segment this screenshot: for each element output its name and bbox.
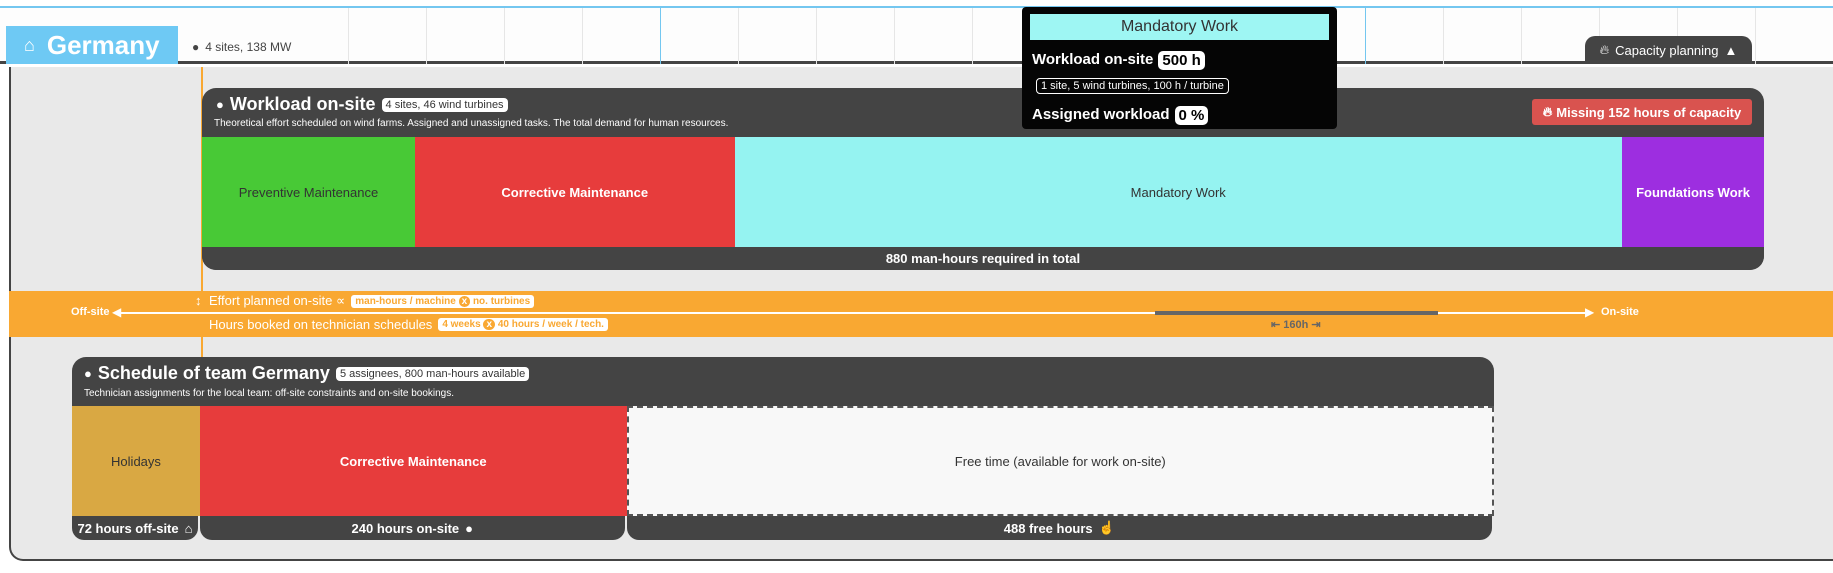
tooltip-assigned-value: 0 % [1174, 106, 1209, 125]
schedule-segment[interactable]: Holidays [72, 406, 200, 516]
tooltip-workload-label: Workload on-site [1032, 51, 1154, 68]
sites-summary: ● 4 sites, 138 MW [192, 40, 291, 54]
gap-bar [1155, 311, 1438, 315]
hours-formula: 4 weeks x 40 hours / week / tech. [438, 318, 608, 331]
workload-badge: 4 sites, 46 wind turbines [381, 97, 508, 112]
chevron-up-icon: ▲ [1724, 42, 1738, 58]
hours-label: Hours booked on technician schedules [209, 317, 433, 332]
top-accent-line [0, 6, 1833, 8]
schedule-title-text: Schedule of team Germany [97, 363, 330, 383]
missing-capacity-text: Missing 152 hours of capacity [1556, 104, 1742, 120]
workload-title: ● Workload on-site 4 sites, 46 wind turbin… [216, 94, 508, 115]
arrow-left-icon: ◀ [112, 305, 122, 319]
country-title[interactable]: ⌂ Germany [6, 26, 178, 64]
map-pin-icon: ● [465, 520, 474, 536]
map-pin-icon: ● [216, 97, 224, 112]
capacity-planning-tab[interactable]: 🔥︎ Capacity planning ▲ [1585, 36, 1752, 64]
footer-text: 488 free hours [1003, 520, 1093, 536]
map-pin-icon: ● [192, 40, 200, 54]
workload-total: 880 man-hours required in total [202, 247, 1764, 270]
schedule-segment[interactable]: Free time (available for work on-site) [626, 406, 1494, 516]
schedule-title: ● Schedule of team Germany 5 assignees, 80… [84, 363, 530, 384]
tooltip-detail: 1 site, 5 wind turbines, 100 h / turbine [1036, 78, 1229, 94]
fire-icon: 🔥︎ [1542, 104, 1553, 119]
onsite-label: On-site [1601, 306, 1639, 318]
schedule-segment-footer: 488 free hours ☝ [626, 516, 1492, 540]
offsite-label: Off-site [71, 306, 110, 318]
footer-text: 240 hours on-site [351, 520, 460, 536]
missing-capacity-alert[interactable]: 🔥︎ Missing 152 hours of capacity [1532, 99, 1752, 125]
schedule-subtitle: Technician assignments for the local tea… [84, 388, 455, 399]
schedule-panel: ● Schedule of team Germany 5 assignees, 80… [72, 357, 1494, 407]
sites-summary-text: 4 sites, 138 MW [205, 40, 292, 54]
home-icon: ⌂ [184, 520, 193, 536]
workload-segment[interactable]: Preventive Maintenance [202, 137, 415, 247]
footer-text: 72 hours off-site [77, 520, 179, 536]
workload-subtitle: Theoretical effort scheduled on wind far… [214, 118, 729, 129]
country-name: Germany [46, 29, 160, 60]
tooltip-assigned-label: Assigned workload [1032, 106, 1170, 123]
arrow-right-icon: ▶ [1585, 305, 1595, 319]
workload-segment[interactable]: Mandatory Work [734, 137, 1622, 247]
tooltip-title: Mandatory Work [1030, 14, 1329, 40]
effort-label: Effort planned on-site ∝ [209, 293, 346, 308]
workload-title-text: Workload on-site [229, 94, 376, 114]
effort-row: Effort planned on-site ∝ man-hours / mach… [209, 293, 535, 309]
gap-label: ⇤ 160h ⇥ [1271, 319, 1321, 331]
capacity-tab-label: Capacity planning [1615, 42, 1719, 58]
tooltip-workload-value: 500 h [1158, 51, 1205, 70]
user-icon: ● [84, 366, 92, 381]
tooltip: Mandatory Work Workload on-site 500 h 1 s… [1022, 7, 1337, 129]
header-bar [0, 8, 1833, 64]
workload-panel: ● Workload on-site 4 sites, 46 wind turbin… [202, 88, 1764, 270]
times-icon: x [458, 295, 471, 307]
schedule-segment-footer: 72 hours off-site ⌂ [72, 516, 198, 540]
hours-row: Hours booked on technician schedules 4 we… [209, 317, 608, 332]
fire-icon: 🔥︎ [1599, 42, 1610, 57]
workload-segment[interactable]: Foundations Work [1622, 137, 1764, 247]
schedule-badge: 5 assignees, 800 man-hours available [335, 366, 530, 381]
schedule-segment-footer: 240 hours on-site ● [199, 516, 625, 540]
workload-segment[interactable]: Corrective Maintenance [415, 137, 735, 247]
home-icon: ⌂ [24, 34, 35, 55]
up-down-arrow-icon: ↕ [195, 293, 202, 308]
schedule-segment[interactable]: Corrective Maintenance [199, 406, 627, 516]
effort-formula: man-hours / machine x no. turbines [351, 294, 535, 308]
pointer-hand-icon: ☝ [1098, 520, 1115, 535]
axis-arrow [115, 312, 1590, 314]
capacity-band: Off-site ◀ ▶ On-site ⇤ 160h ⇥ ↕ Effort p… [9, 291, 1833, 337]
times-icon: x [483, 319, 496, 330]
